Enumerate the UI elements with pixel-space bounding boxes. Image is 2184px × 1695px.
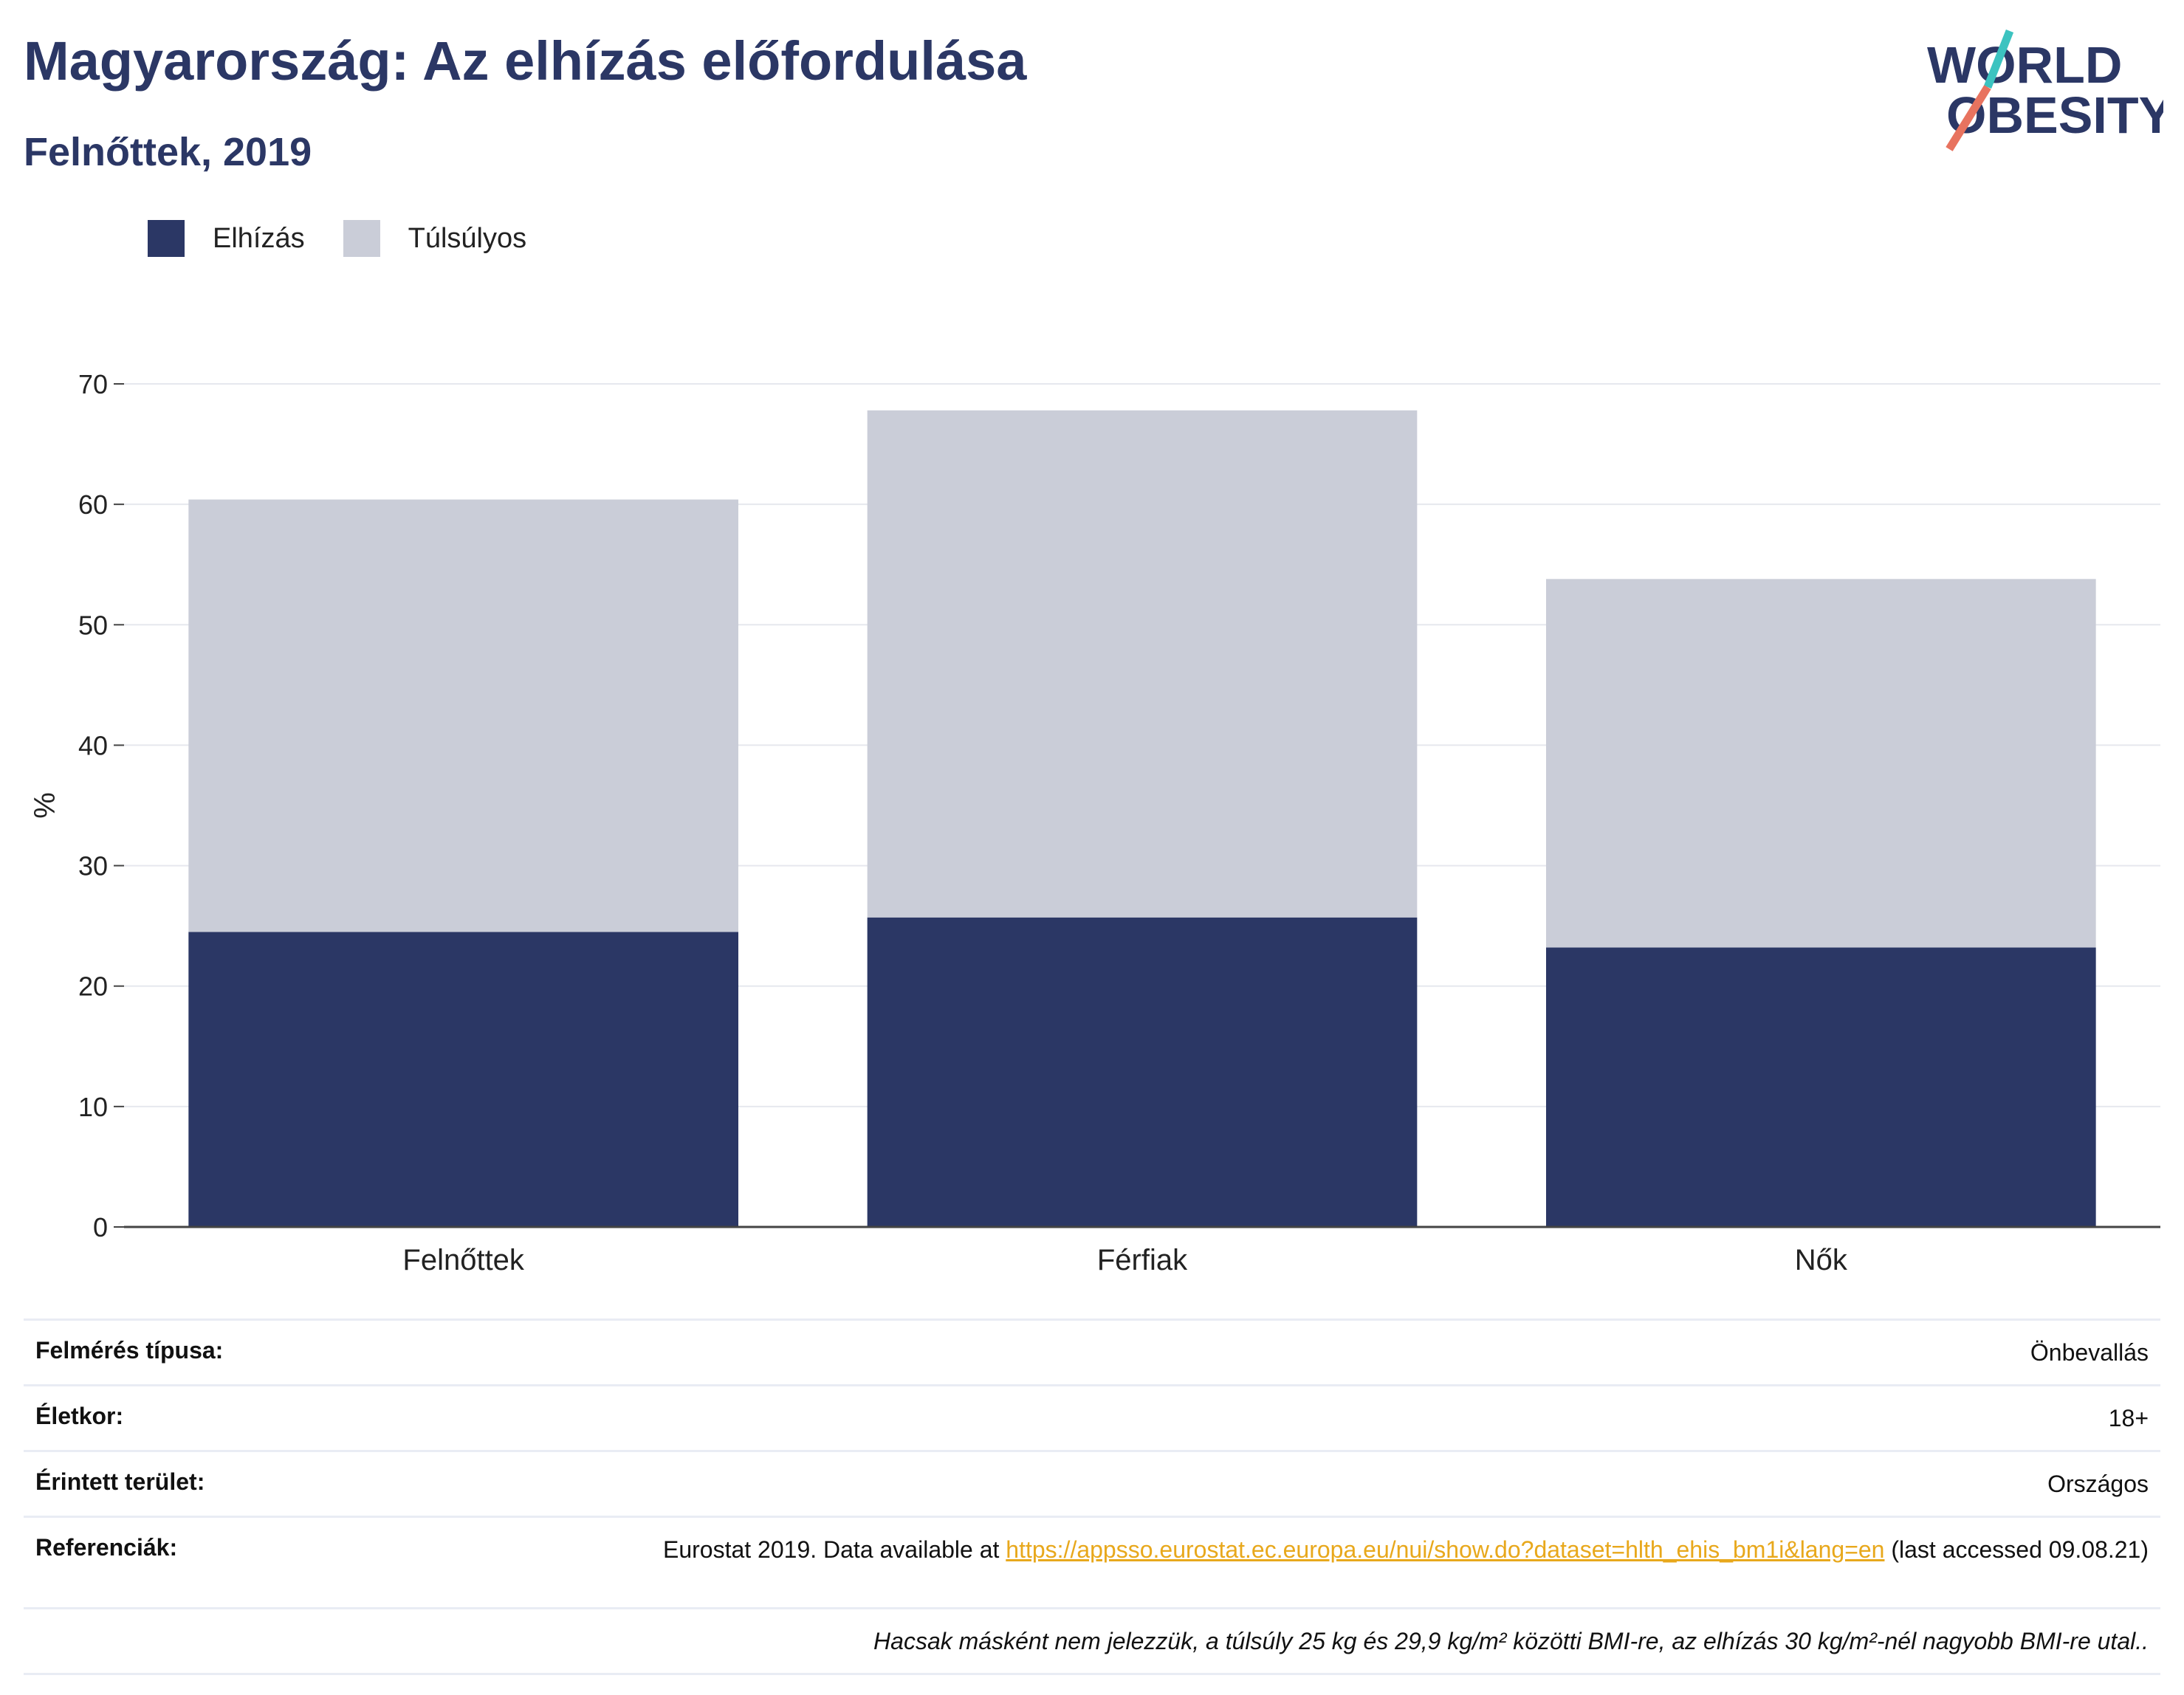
y-tick-label: 40 — [78, 730, 108, 760]
age-value: 18+ — [2108, 1405, 2149, 1431]
logo-text-world: WORLD — [1927, 36, 2122, 94]
info-row-note: Hacsak másként nem jelezzük, a túlsúly 2… — [24, 1607, 2160, 1675]
bar-overweight — [1546, 579, 2096, 948]
y-axis-label: % — [29, 792, 61, 819]
area-value: Országos — [2047, 1471, 2149, 1497]
references-link[interactable]: https://appsso.eurostat.ec.europa.eu/nui… — [1006, 1536, 1885, 1563]
x-tick-label: Nők — [1795, 1244, 1848, 1276]
survey-type-label: Felmérés típusa: — [35, 1337, 224, 1364]
info-row-area: Érintett terület: Országos — [24, 1450, 2160, 1516]
x-tick-label: Felnőttek — [402, 1244, 525, 1276]
bar-obesity — [188, 932, 738, 1227]
y-tick-label: 0 — [93, 1212, 108, 1242]
logo-slash-coral — [1946, 85, 1991, 151]
logo-slash-teal — [1983, 30, 2014, 89]
y-tick-label: 10 — [78, 1092, 108, 1122]
chart-legend: Elhízás Túlsúlyos — [148, 220, 565, 257]
info-row-survey: Felmérés típusa: Önbevallás — [24, 1318, 2160, 1384]
references-prefix: Eurostat 2019. Data available at — [662, 1536, 1006, 1563]
area-label: Érintett terület: — [35, 1468, 205, 1495]
chart-subtitle: Felnőttek, 2019 — [24, 130, 312, 174]
info-row-references: Referenciák: Eurostat 2019. Data availab… — [24, 1516, 2160, 1607]
stacked-bar-chart: 0 10 20 30 40 50 60 70% Felnőttek Férfiak Nők — [29, 369, 2160, 1276]
info-row-age: Életkor: 18+ — [24, 1384, 2160, 1450]
chart-title: Magyarország: Az elhízás előfordulása — [24, 30, 1027, 92]
references-value: Eurostat 2019. Data available at https:/… — [663, 1534, 2149, 1565]
legend-swatch-obesity — [148, 220, 185, 257]
world-obesity-logo: WORLD OBESITY — [1927, 30, 2163, 151]
x-tick-label: Férfiak — [1097, 1244, 1188, 1276]
y-tick-label: 70 — [78, 369, 108, 399]
legend-label-obesity: Elhízás — [213, 222, 305, 254]
bar-obesity — [1546, 947, 2096, 1227]
y-tick-label: 50 — [78, 610, 108, 640]
references-suffix: (last accessed 09.08.21) — [1884, 1536, 2149, 1563]
bar-overweight — [188, 499, 738, 932]
y-tick-label: 20 — [78, 972, 108, 1002]
age-label: Életkor: — [35, 1403, 124, 1429]
footnote: Hacsak másként nem jelezzük, a túlsúly 2… — [873, 1628, 2149, 1654]
survey-type-value: Önbevallás — [2030, 1339, 2149, 1366]
legend-swatch-overweight — [343, 220, 380, 257]
references-label: Referenciák: — [35, 1534, 178, 1561]
y-tick-label: 30 — [78, 851, 108, 881]
y-tick-label: 60 — [78, 489, 108, 520]
legend-label-overweight: Túlsúlyos — [408, 222, 527, 254]
info-table: Felmérés típusa: Önbevallás Életkor: 18+… — [24, 1318, 2160, 1675]
bar-overweight — [867, 410, 1418, 918]
legend-item-obesity[interactable]: Elhízás — [148, 220, 305, 257]
bar-obesity — [867, 917, 1418, 1227]
legend-item-overweight[interactable]: Túlsúlyos — [343, 220, 527, 257]
